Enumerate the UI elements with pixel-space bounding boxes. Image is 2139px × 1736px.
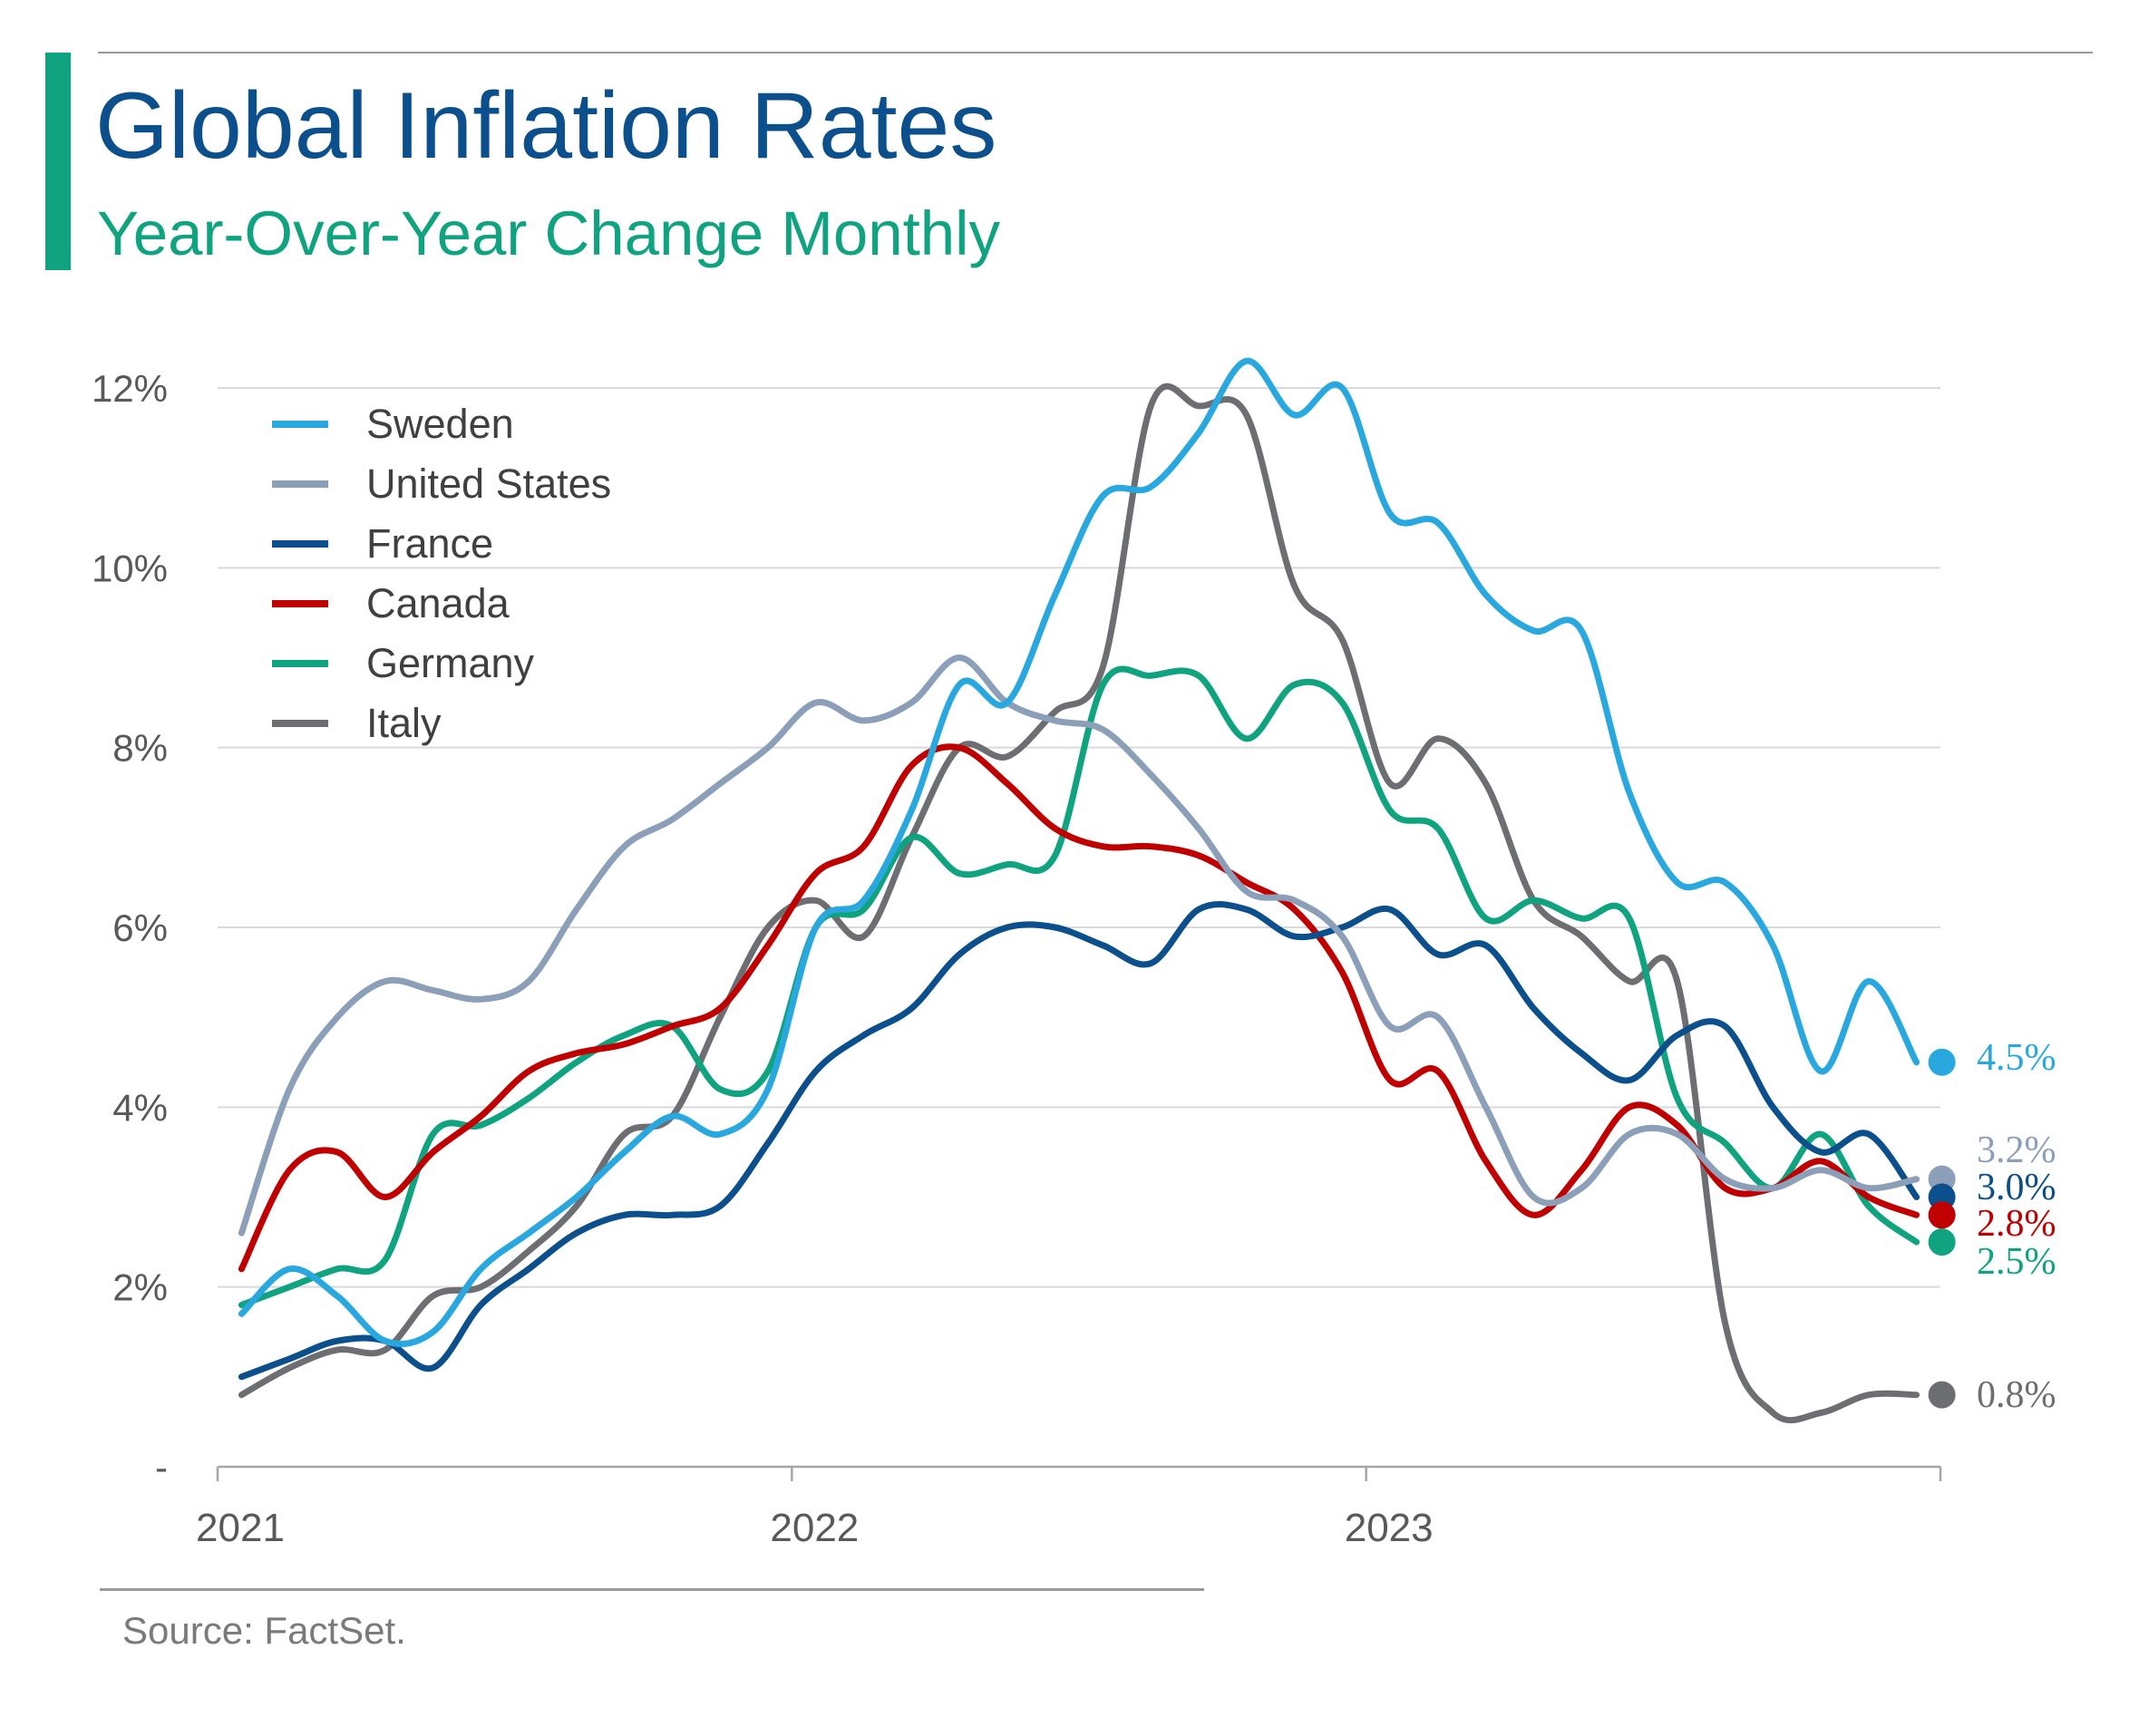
end-marker-italy xyxy=(1928,1381,1956,1409)
y-tick-label: 12% xyxy=(92,367,168,410)
series-lines xyxy=(238,357,1920,1424)
legend-label: Canada xyxy=(366,580,510,626)
axes: - 2% 4% 6% 8% 10% 12% 2021 2022 2023 xyxy=(92,367,1942,1550)
y-tick-label: - xyxy=(155,1446,168,1489)
series-line-sweden xyxy=(238,357,1920,1347)
x-tick-label: 2023 xyxy=(1345,1506,1434,1550)
series-line-germany xyxy=(238,665,1920,1308)
accent-bar xyxy=(45,53,71,270)
end-label-sweden: 4.5% xyxy=(1977,1037,2056,1079)
end-label-italy: 0.8% xyxy=(1977,1374,2056,1416)
series-line-canada xyxy=(238,743,1920,1273)
y-tick-label: 6% xyxy=(112,907,168,949)
y-tick-label: 2% xyxy=(112,1266,168,1309)
legend-label: United States xyxy=(366,461,611,507)
source-note: Source: FactSet. xyxy=(122,1609,406,1652)
chart-title: Global Inflation Rates xyxy=(95,73,997,179)
series-line-italy xyxy=(238,383,1920,1424)
end-marker-sweden xyxy=(1928,1048,1956,1076)
legend-label: France xyxy=(366,520,493,567)
legend-label: Sweden xyxy=(366,401,514,447)
top-rule xyxy=(98,52,2093,53)
x-tick-label: 2022 xyxy=(770,1506,859,1550)
end-label-united-states: 3.2% xyxy=(1977,1130,2056,1171)
series-line-france xyxy=(238,901,1920,1381)
end-label-germany: 2.5% xyxy=(1977,1241,2056,1283)
series-line-united-states xyxy=(238,655,1920,1237)
y-tick-label: 8% xyxy=(112,727,168,770)
source-divider xyxy=(100,1588,1204,1591)
end-markers: 4.5% 3.2%3.0%2.8%2.5% 0.8% xyxy=(1928,1037,2056,1416)
legend: Sweden United States France Canada Germany It… xyxy=(272,401,611,746)
y-tick-label: 4% xyxy=(112,1086,168,1129)
end-label-france: 3.0% xyxy=(1977,1167,2056,1208)
y-tick-label: 10% xyxy=(92,547,168,589)
legend-label: Germany xyxy=(366,640,535,686)
x-tick-label: 2021 xyxy=(196,1506,285,1550)
chart-subtitle: Year-Over-Year Change Monthly xyxy=(97,199,1000,268)
legend-label: Italy xyxy=(366,700,442,746)
end-marker-germany xyxy=(1928,1228,1956,1256)
end-label-canada: 2.8% xyxy=(1977,1203,2056,1245)
end-marker-canada xyxy=(1928,1201,1956,1229)
